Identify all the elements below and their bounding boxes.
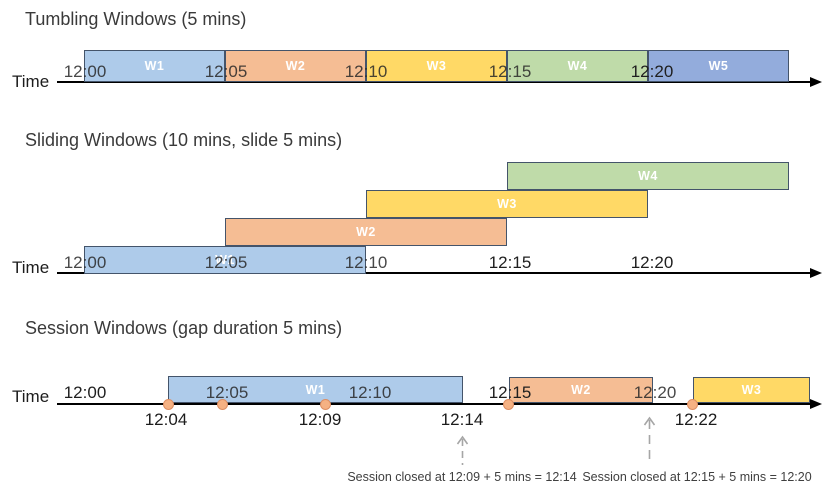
- tumbling-tick-1210: 12:10: [344, 62, 388, 81]
- sliding-tick-1205: 12:05: [204, 253, 248, 272]
- window-label: W2: [285, 59, 306, 73]
- sliding-tick-1210: 12:10: [344, 253, 388, 272]
- sliding-axis-arrowhead-icon: [810, 268, 822, 278]
- window-label: W1: [144, 59, 165, 73]
- tumbling-time-axis: [57, 81, 812, 83]
- session-tick-1200: 12:00: [63, 383, 107, 402]
- window-label: W1: [305, 382, 326, 397]
- event-label-1222: 12:22: [674, 410, 718, 429]
- sliding-tick-1220: 12:20: [630, 253, 674, 272]
- tumbling-tick-1215: 12:15: [488, 62, 532, 81]
- sliding-tick-1200: 12:00: [63, 253, 107, 272]
- tumbling-window-w4: W4: [507, 50, 648, 82]
- event-label-1214: 12:14: [440, 410, 484, 429]
- session-title: Session Windows (gap duration 5 mins): [25, 318, 343, 338]
- tumbling-window-w2: W2: [225, 50, 366, 82]
- sliding-time-axis: [57, 272, 812, 274]
- sliding-window-w1: W1: [84, 246, 366, 274]
- session-tick-1210: 12:10: [348, 383, 392, 402]
- session-time-axis-label: Time: [12, 387, 50, 406]
- session-axis-arrowhead-icon: [810, 399, 822, 409]
- window-label: W3: [497, 197, 517, 211]
- window-label: W1: [215, 253, 235, 267]
- window-label: W2: [356, 225, 376, 239]
- tumbling-time-axis-label: Time: [12, 72, 50, 91]
- session-window-w3: W3: [693, 377, 810, 403]
- event-label-1204: 12:04: [144, 410, 188, 429]
- tumbling-window-w5: W5: [648, 50, 789, 82]
- sliding-window-w3: W3: [366, 190, 648, 218]
- sliding-title: Sliding Windows (10 mins, slide 5 mins): [25, 130, 343, 150]
- event-dot: [217, 399, 228, 410]
- window-label: W3: [426, 59, 447, 73]
- session-closed-annotation-2: Session closed at 12:15 + 5 mins = 12:20: [582, 470, 812, 484]
- window-label: W5: [708, 59, 729, 73]
- tumbling-window-w3: W3: [366, 50, 507, 82]
- tumbling-axis-arrowhead-icon: [810, 77, 822, 87]
- session-tick-1215: 12:15: [488, 383, 532, 402]
- session-closed-annotation-1: Session closed at 12:09 + 5 mins = 12:14: [347, 470, 577, 484]
- event-dot: [503, 399, 514, 410]
- tumbling-tick-1220: 12:20: [630, 62, 674, 81]
- sliding-time-axis-label: Time: [12, 258, 50, 277]
- event-dot: [320, 399, 331, 410]
- tumbling-window-w1: W1: [84, 50, 225, 82]
- annotation-up-arrow-icon: [456, 435, 469, 465]
- window-label: W3: [741, 383, 762, 397]
- annotation-up-arrow-icon: [643, 416, 656, 465]
- session-tick-1205: 12:05: [205, 383, 249, 402]
- session-window-w1: W1: [168, 376, 463, 403]
- session-window-w2: W2: [509, 377, 653, 403]
- session-tick-1220: 12:20: [633, 383, 677, 402]
- tumbling-tick-1205: 12:05: [204, 62, 248, 81]
- event-dot: [163, 399, 174, 410]
- sliding-window-w4: W4: [507, 162, 789, 190]
- sliding-window-w2: W2: [225, 218, 507, 246]
- event-dot: [687, 399, 698, 410]
- window-label: W4: [567, 59, 588, 73]
- window-label: W2: [571, 383, 591, 397]
- sliding-tick-1215: 12:15: [488, 253, 532, 272]
- tumbling-tick-1200: 12:00: [63, 62, 107, 81]
- tumbling-title: Tumbling Windows (5 mins): [25, 9, 247, 29]
- window-label: W4: [638, 169, 658, 183]
- event-label-1209: 12:09: [298, 410, 342, 429]
- session-time-axis: [57, 403, 812, 405]
